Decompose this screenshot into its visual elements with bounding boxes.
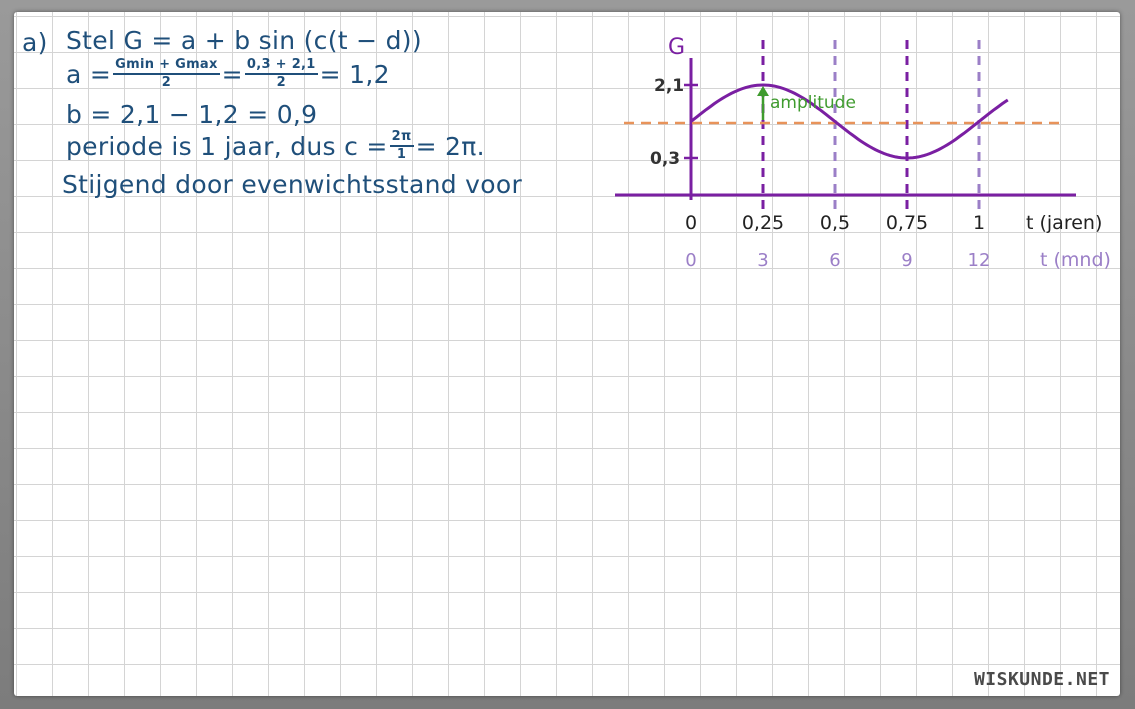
fraction-denominator: 2 <box>161 75 172 90</box>
amplitude-label: amplitude <box>770 93 856 113</box>
sine-curve <box>690 83 1009 160</box>
notes-line-4: periode is 1 jaar, dus c = 2π 1 = 2π. <box>66 130 485 162</box>
notes-line-5: Stijgend door evenwichtsstand voor <box>62 170 523 199</box>
quarter-period-guides <box>761 40 981 212</box>
x-tick-label-months: 9 <box>901 250 912 271</box>
x-tick-label-years: 1 <box>973 212 985 234</box>
x-tick-label-months: 0 <box>685 250 696 271</box>
fraction-values: 0,3 + 2,1 2 <box>244 58 318 90</box>
grid-paper-board: a) Stel G = a + b sin (c(t − d)) a = Gmi… <box>14 12 1120 696</box>
notes-line-3: b = 2,1 − 1,2 = 0,9 <box>66 100 318 129</box>
fraction-numerator: 0,3 + 2,1 <box>244 58 318 75</box>
x-axis-labels: 0 0 0,25 3 0,5 6 0,75 9 1 12 <box>685 212 991 271</box>
period-text: periode is 1 jaar, dus c = <box>66 131 388 161</box>
fraction-gmin-gmax: Gmin + Gmax 2 <box>113 58 220 90</box>
y-tick-label-high: 2,1 <box>654 76 684 96</box>
x-axis-label-years: t (jaren) <box>1026 212 1102 234</box>
x-axis-label-months: t (mnd) <box>1040 249 1111 271</box>
x-tick-label-years: 0,75 <box>886 212 928 234</box>
notes-line-2: a = Gmin + Gmax 2 = 0,3 + 2,1 2 = 1,2 <box>66 58 390 90</box>
equals-sign: = <box>221 59 243 89</box>
x-tick-label-months: 3 <box>757 250 768 271</box>
amplitude-arrowhead <box>757 86 769 96</box>
x-tick-label-months: 12 <box>968 250 991 271</box>
a-label: a = <box>66 59 112 89</box>
fraction-denominator: 2 <box>276 75 286 90</box>
a-result: = 1,2 <box>319 59 390 89</box>
x-tick-label-years: 0,25 <box>742 212 784 234</box>
wiskunde-logo: WISKUNDE.NET <box>973 669 1110 690</box>
x-tick-label-years: 0 <box>685 212 697 234</box>
y-tick-label-low: 0,3 <box>650 149 680 169</box>
fraction-denominator: 1 <box>396 147 407 162</box>
fraction-numerator: 2π <box>389 130 414 147</box>
x-tick-label-months: 6 <box>829 250 840 271</box>
sine-graph: G 2,1 0,3 amplitude 000,2530,560,759112 … <box>615 35 1111 271</box>
notes-line-1: Stel G = a + b sin (c(t − d)) <box>66 26 422 55</box>
x-tick-label-years: 0,5 <box>820 212 850 234</box>
fraction-2pi-1: 2π 1 <box>389 130 414 162</box>
y-axis-label: G <box>668 35 685 60</box>
c-result: = 2π. <box>415 131 485 161</box>
notes-marker: a) <box>22 28 48 57</box>
fraction-numerator: Gmin + Gmax <box>113 58 220 75</box>
